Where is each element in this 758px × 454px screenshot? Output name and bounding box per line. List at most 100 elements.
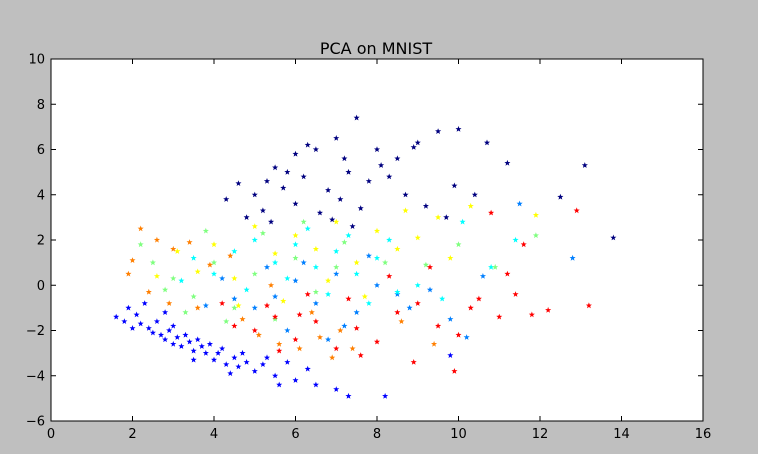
data-point: [312, 263, 319, 270]
data-point: [202, 349, 209, 356]
plot-area: [51, 59, 703, 421]
data-point: [284, 168, 291, 175]
data-point: [463, 334, 470, 340]
data-point: [239, 349, 246, 356]
data-point: [455, 125, 462, 132]
data-point: [129, 257, 136, 263]
data-point: [337, 327, 344, 334]
data-point: [272, 164, 279, 171]
data-point: [223, 361, 230, 367]
data-point: [410, 359, 417, 365]
data-point: [259, 207, 266, 214]
data-point: [394, 245, 401, 252]
data-point: [292, 232, 299, 239]
data-point: [349, 345, 356, 352]
data-point: [361, 293, 368, 300]
data-point: [186, 338, 193, 345]
data-point: [182, 331, 189, 338]
data-point: [239, 316, 246, 322]
data-point: [194, 336, 201, 343]
data-point: [174, 334, 181, 340]
data-point: [333, 263, 340, 270]
data-point: [153, 273, 160, 279]
data-point: [504, 159, 511, 166]
data-point: [125, 304, 132, 311]
data-point: [333, 135, 340, 141]
data-point: [162, 309, 169, 315]
data-point: [243, 214, 250, 220]
x-tick-label: 6: [291, 427, 299, 442]
data-point: [374, 338, 380, 345]
data-point: [292, 377, 299, 383]
data-point: [325, 291, 332, 297]
data-point: [284, 327, 291, 334]
data-point: [251, 191, 258, 198]
data-point: [129, 325, 136, 331]
data-point: [223, 318, 230, 324]
data-point: [374, 227, 380, 234]
data-point: [215, 349, 222, 356]
data-point: [426, 263, 433, 270]
data-point: [251, 304, 258, 311]
data-point: [520, 241, 527, 248]
data-point: [272, 372, 279, 379]
data-point: [190, 347, 197, 354]
data-point: [496, 313, 503, 320]
data-point: [251, 223, 258, 229]
data-point: [235, 302, 242, 309]
data-point: [211, 241, 217, 248]
data-point: [137, 225, 144, 232]
data-point: [284, 275, 291, 282]
data-point: [251, 327, 258, 334]
data-point: [272, 250, 279, 257]
data-point: [280, 297, 287, 304]
y-tick-label: 0: [37, 279, 45, 294]
data-point: [162, 286, 169, 293]
data-point: [406, 304, 413, 311]
data-point: [467, 304, 474, 311]
data-point: [426, 286, 433, 293]
data-point: [153, 318, 160, 324]
data-point: [365, 252, 372, 259]
data-point: [341, 239, 348, 245]
data-point: [325, 277, 332, 284]
data-point: [374, 282, 380, 288]
data-point: [365, 300, 372, 306]
data-point: [280, 184, 287, 191]
data-point: [272, 313, 279, 320]
data-point: [394, 288, 401, 295]
data-point: [357, 352, 364, 358]
data-point: [443, 214, 450, 220]
data-point: [145, 325, 152, 331]
data-point: [585, 302, 592, 309]
data-point: [341, 322, 348, 329]
data-point: [166, 300, 173, 306]
data-point: [296, 311, 303, 318]
data-point: [414, 139, 421, 146]
data-point: [312, 318, 319, 324]
data-point: [170, 245, 177, 252]
data-point: [263, 354, 270, 361]
data-point: [170, 275, 177, 282]
data-point: [398, 318, 405, 324]
data-point: [284, 359, 291, 365]
data-point: [137, 320, 144, 327]
series-5: [153, 202, 539, 309]
data-point: [113, 313, 120, 320]
data-point: [528, 311, 535, 318]
data-point: [272, 259, 279, 266]
data-point: [263, 302, 270, 309]
data-point: [190, 293, 197, 300]
data-point: [312, 245, 319, 252]
data-point: [467, 202, 474, 209]
y-tick-label: 6: [37, 143, 45, 158]
x-tick-label: 4: [210, 427, 218, 442]
data-point: [374, 254, 380, 261]
data-point: [243, 286, 250, 293]
data-point: [292, 150, 299, 157]
y-tick-label: −4: [26, 369, 45, 384]
data-point: [447, 352, 454, 358]
data-point: [325, 336, 332, 343]
data-point: [386, 236, 393, 243]
data-point: [488, 209, 495, 216]
